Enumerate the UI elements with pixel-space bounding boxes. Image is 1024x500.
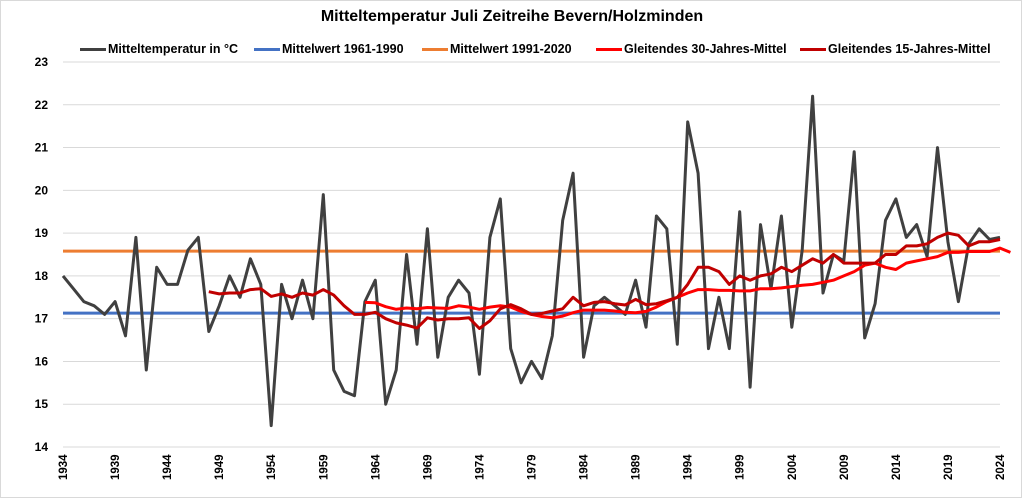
x-tick-label: 1939: [110, 454, 122, 480]
x-tick-label: 1999: [735, 454, 747, 480]
x-tick-label: 1944: [162, 454, 174, 480]
y-tick-label: 22: [35, 98, 49, 112]
x-tick-label: 2009: [839, 454, 851, 480]
x-tick-label: 1994: [683, 454, 695, 480]
x-tick-label: 2004: [787, 454, 799, 480]
y-tick-label: 21: [35, 141, 49, 155]
legend-label-mittelwert-1991-2020: Mittelwert 1991-2020: [450, 42, 572, 56]
series-mitteltemperatur-in-c: [61, 94, 1001, 428]
legend-label-30-jahres-mittel: Gleitendes 30-Jahres-Mittel: [624, 42, 787, 56]
x-tick-label: 1969: [422, 454, 434, 480]
x-tick-label: 1934: [58, 454, 70, 480]
chart-title: Mitteltemperatur Juli Zeitreihe Bevern/H…: [320, 8, 704, 25]
y-tick-label: 16: [35, 354, 49, 368]
x-tick-label: 1954: [266, 454, 278, 480]
x-tick-label: 1959: [318, 454, 330, 480]
legend: Mitteltemperatur in °C Mittelwert 1961-1…: [0, 42, 1024, 60]
x-tick-label: 1964: [370, 454, 382, 480]
legend-label-15-jahres-mittel: Gleitendes 15-Jahres-Mittel: [828, 42, 991, 56]
legend-swatch-15-jahres-mittel: [800, 47, 826, 51]
series-gleitendes-15-jahres-mittel: [208, 231, 1001, 330]
y-tick-label: 15: [35, 397, 49, 411]
y-tick-label: 19: [35, 226, 49, 240]
legend-swatch-mittelwert-1991-2020: [422, 47, 448, 51]
gridlines: [63, 61, 1000, 448]
legend-item-30-jahres-mittel: Gleitendes 30-Jahres-Mittel: [596, 42, 787, 56]
x-tick-label: 2024: [995, 454, 1007, 480]
legend-item-mittelwert-1991-2020: Mittelwert 1991-2020: [422, 42, 572, 56]
x-tick-label: 2019: [943, 454, 955, 480]
x-axis-ticks: 1934 1939 1944 1949 1954 1959 1964 1969 1974 1979…: [58, 454, 1007, 480]
legend-item-mitteltemperatur: Mitteltemperatur in °C: [80, 42, 238, 56]
legend-item-15-jahres-mittel: Gleitendes 15-Jahres-Mittel: [800, 42, 991, 56]
series-line-mitteltemperatur-in-c: [61, 94, 1001, 428]
x-tick-label: 1989: [631, 454, 643, 480]
y-tick-label: 23: [35, 55, 49, 69]
legend-item-mittelwert-1961-1990: Mittelwert 1961-1990: [254, 42, 404, 56]
y-tick-label: 14: [35, 440, 49, 454]
x-tick-label: 2014: [891, 454, 903, 480]
y-axis-ticks: 14 15 16 17 18 19 20 21 22 23: [35, 55, 49, 454]
y-tick-label: 18: [35, 269, 49, 283]
legend-label-mitteltemperatur: Mitteltemperatur in °C: [108, 42, 239, 56]
legend-swatch-mittelwert-1961-1990: [254, 47, 280, 51]
x-tick-label: 1979: [527, 454, 539, 480]
legend-swatch-mitteltemperatur: [80, 47, 106, 51]
y-tick-label: 17: [35, 312, 49, 326]
x-tick-label: 1984: [579, 454, 591, 480]
legend-label-mittelwert-1961-1990: Mittelwert 1961-1990: [282, 42, 404, 56]
x-tick-label: 1949: [214, 454, 226, 480]
legend-swatch-30-jahres-mittel: [596, 47, 622, 51]
series-gleitendes-30-jahres-mittel: [364, 246, 1011, 320]
x-tick-label: 1974: [474, 454, 486, 480]
series-group: [61, 94, 1011, 428]
y-tick-label: 20: [35, 183, 49, 197]
